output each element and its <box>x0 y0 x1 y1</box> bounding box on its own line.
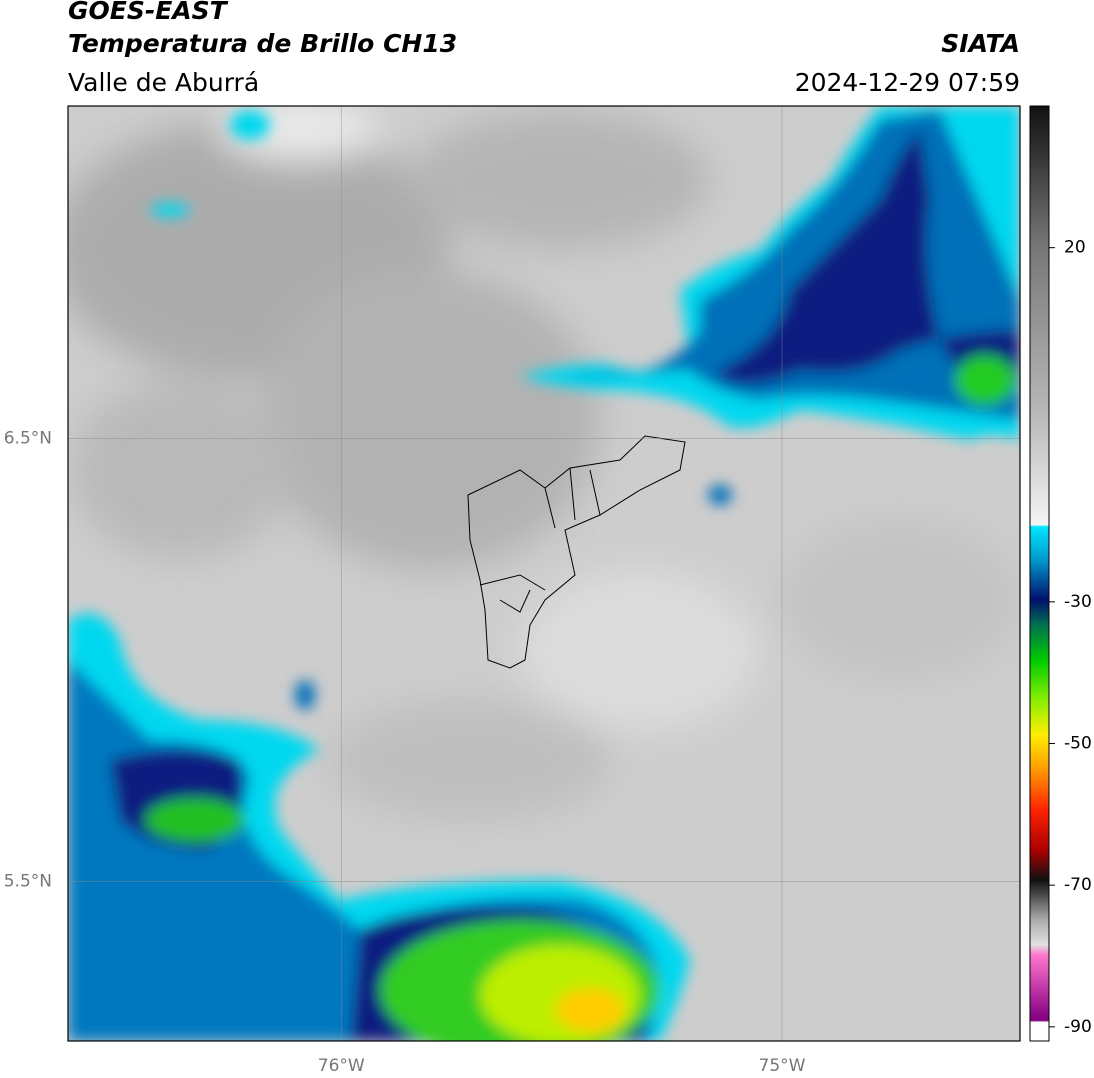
cloud-tops <box>68 106 1020 1041</box>
title: GOES-EAST <box>68 0 229 25</box>
x-tick-label: 75°W <box>759 1056 806 1076</box>
subtitle: Temperatura de Brillo CH13 <box>68 29 457 58</box>
source: SIATA <box>941 29 1020 58</box>
valle-aburra-boundaries <box>467 435 686 669</box>
region: Valle de Aburrá <box>68 68 259 97</box>
colorbar <box>1029 105 1050 1042</box>
datetime: 2024-12-29 07:59 <box>795 68 1020 97</box>
satellite-image <box>68 106 1020 1041</box>
y-tick-label: 6.5°N <box>4 428 52 448</box>
colorbar-tick-label: -70 <box>1064 875 1092 895</box>
colorbar-tick-label: -30 <box>1064 592 1092 612</box>
colorbar-tick-label: -90 <box>1064 1017 1092 1037</box>
colorbar-tick-label: 20 <box>1064 238 1086 258</box>
map-frame <box>67 105 1021 1042</box>
y-tick-label: 5.5°N <box>4 871 52 891</box>
x-tick-label: 76°W <box>318 1056 365 1076</box>
colorbar-tick-label: -50 <box>1064 734 1092 754</box>
